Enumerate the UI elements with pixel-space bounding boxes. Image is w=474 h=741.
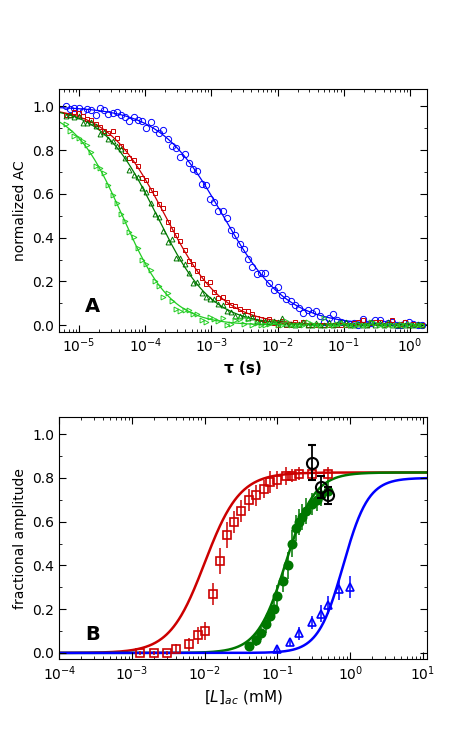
Y-axis label: fractional amplitude: fractional amplitude: [13, 468, 27, 608]
Text: A: A: [85, 297, 100, 316]
X-axis label: $[L]_{ac}$ (mM): $[L]_{ac}$ (mM): [203, 688, 283, 707]
Text: B: B: [85, 625, 100, 644]
Y-axis label: normalized AC: normalized AC: [13, 160, 27, 261]
X-axis label: τ (s): τ (s): [224, 361, 262, 376]
